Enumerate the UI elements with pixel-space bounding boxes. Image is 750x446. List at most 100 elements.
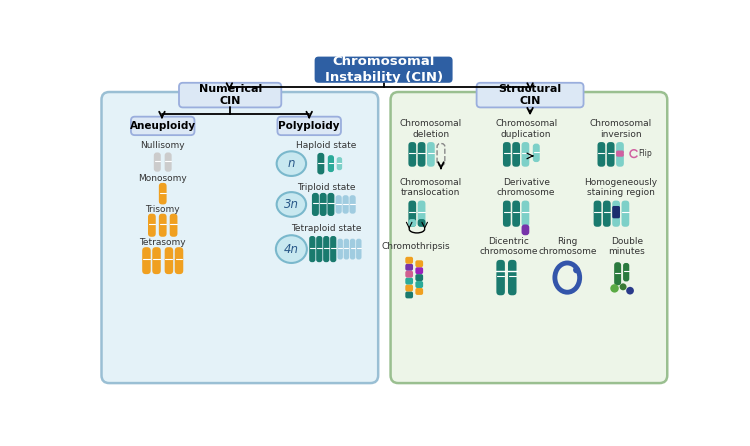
FancyBboxPatch shape: [405, 271, 413, 277]
FancyBboxPatch shape: [312, 193, 319, 216]
FancyBboxPatch shape: [521, 142, 530, 167]
Ellipse shape: [560, 268, 575, 288]
FancyBboxPatch shape: [616, 142, 624, 167]
Text: Monosomy: Monosomy: [138, 174, 187, 183]
FancyBboxPatch shape: [612, 206, 620, 218]
FancyBboxPatch shape: [405, 264, 413, 271]
Text: Aneuploidy: Aneuploidy: [130, 121, 196, 131]
FancyBboxPatch shape: [598, 142, 605, 167]
FancyBboxPatch shape: [418, 201, 425, 227]
Text: Polyploidy: Polyploidy: [278, 121, 340, 131]
FancyBboxPatch shape: [328, 193, 334, 216]
Text: Tetrasomy: Tetrasomy: [140, 239, 186, 248]
Circle shape: [573, 266, 580, 273]
Text: Haploid state: Haploid state: [296, 141, 356, 150]
FancyBboxPatch shape: [350, 239, 355, 260]
FancyBboxPatch shape: [532, 144, 540, 162]
Text: 3n: 3n: [284, 198, 298, 211]
FancyBboxPatch shape: [278, 117, 341, 135]
Text: Tetraploid state: Tetraploid state: [291, 224, 362, 233]
Text: Chromosomal
Instability (CIN): Chromosomal Instability (CIN): [325, 55, 442, 84]
FancyBboxPatch shape: [391, 92, 668, 383]
FancyBboxPatch shape: [328, 155, 334, 172]
FancyBboxPatch shape: [612, 201, 620, 227]
FancyBboxPatch shape: [503, 142, 511, 167]
Text: Dicentric
chromosome: Dicentric chromosome: [479, 237, 538, 256]
FancyBboxPatch shape: [503, 201, 511, 227]
FancyBboxPatch shape: [323, 236, 329, 262]
FancyBboxPatch shape: [159, 183, 166, 204]
FancyBboxPatch shape: [338, 239, 343, 260]
FancyBboxPatch shape: [416, 260, 423, 267]
FancyBboxPatch shape: [330, 236, 336, 262]
FancyBboxPatch shape: [405, 285, 413, 291]
FancyBboxPatch shape: [409, 142, 416, 167]
FancyBboxPatch shape: [344, 239, 349, 260]
FancyBboxPatch shape: [416, 267, 423, 274]
Ellipse shape: [277, 151, 306, 176]
FancyBboxPatch shape: [512, 142, 520, 167]
FancyBboxPatch shape: [170, 214, 178, 237]
FancyBboxPatch shape: [616, 151, 624, 157]
FancyBboxPatch shape: [614, 262, 621, 285]
Text: Chromothripsis: Chromothripsis: [381, 242, 450, 251]
FancyBboxPatch shape: [603, 201, 610, 227]
Text: Chromosomal
deletion: Chromosomal deletion: [400, 119, 462, 139]
Text: Trisomy: Trisomy: [146, 205, 180, 214]
FancyBboxPatch shape: [418, 142, 425, 167]
FancyBboxPatch shape: [409, 219, 416, 227]
FancyBboxPatch shape: [416, 281, 423, 288]
FancyBboxPatch shape: [623, 263, 629, 281]
Text: Ring
chromosome: Ring chromosome: [538, 237, 596, 256]
Text: Homogeneously
staining region: Homogeneously staining region: [584, 178, 657, 197]
FancyBboxPatch shape: [521, 224, 530, 235]
Text: n: n: [288, 157, 295, 170]
Text: Triploid state: Triploid state: [297, 183, 356, 192]
FancyBboxPatch shape: [508, 260, 517, 295]
FancyBboxPatch shape: [179, 83, 281, 107]
FancyBboxPatch shape: [131, 117, 194, 135]
Ellipse shape: [277, 192, 306, 217]
Text: Nullisomy: Nullisomy: [140, 141, 185, 150]
FancyBboxPatch shape: [405, 277, 413, 285]
Text: Derivative
chromosome: Derivative chromosome: [497, 178, 556, 197]
Text: Numerical
CIN: Numerical CIN: [199, 84, 262, 106]
FancyBboxPatch shape: [409, 201, 416, 227]
FancyBboxPatch shape: [405, 257, 413, 264]
FancyBboxPatch shape: [476, 83, 584, 107]
Circle shape: [610, 284, 619, 293]
FancyBboxPatch shape: [521, 201, 530, 227]
FancyBboxPatch shape: [309, 236, 316, 262]
FancyBboxPatch shape: [418, 219, 425, 227]
Circle shape: [626, 287, 634, 294]
FancyBboxPatch shape: [594, 201, 602, 227]
FancyBboxPatch shape: [427, 142, 435, 167]
FancyBboxPatch shape: [154, 153, 160, 172]
FancyBboxPatch shape: [512, 201, 520, 227]
Text: Flip: Flip: [638, 149, 652, 158]
Text: Double
minutes: Double minutes: [608, 237, 645, 256]
FancyBboxPatch shape: [148, 214, 156, 237]
FancyBboxPatch shape: [416, 274, 423, 281]
Text: Chromosomal
translocation: Chromosomal translocation: [400, 178, 462, 197]
FancyBboxPatch shape: [142, 247, 151, 274]
FancyBboxPatch shape: [350, 195, 355, 214]
FancyBboxPatch shape: [315, 57, 452, 83]
FancyBboxPatch shape: [159, 214, 166, 237]
Ellipse shape: [276, 235, 307, 263]
FancyBboxPatch shape: [335, 195, 342, 214]
FancyBboxPatch shape: [317, 153, 324, 174]
Text: 4n: 4n: [284, 243, 298, 256]
Text: Chromosomal
inversion: Chromosomal inversion: [590, 119, 652, 139]
FancyBboxPatch shape: [356, 239, 362, 260]
Text: Chromosomal
duplication: Chromosomal duplication: [495, 119, 557, 139]
FancyBboxPatch shape: [337, 157, 342, 170]
FancyBboxPatch shape: [496, 260, 505, 295]
FancyBboxPatch shape: [320, 193, 327, 216]
FancyBboxPatch shape: [175, 247, 183, 274]
FancyBboxPatch shape: [101, 92, 378, 383]
FancyBboxPatch shape: [607, 142, 614, 167]
FancyBboxPatch shape: [622, 201, 629, 227]
FancyBboxPatch shape: [316, 236, 322, 262]
FancyBboxPatch shape: [152, 247, 160, 274]
